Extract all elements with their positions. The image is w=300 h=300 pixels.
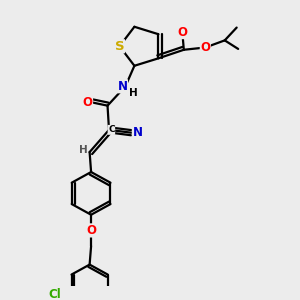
Text: O: O (177, 26, 187, 39)
Text: Cl: Cl (48, 288, 61, 300)
Text: H: H (128, 88, 137, 98)
Text: O: O (86, 224, 96, 237)
Text: N: N (118, 80, 128, 93)
Text: H: H (79, 145, 87, 155)
Text: N: N (132, 126, 142, 139)
Text: C: C (108, 125, 115, 134)
Text: O: O (82, 96, 92, 109)
Text: O: O (200, 41, 210, 54)
Text: S: S (115, 40, 124, 53)
